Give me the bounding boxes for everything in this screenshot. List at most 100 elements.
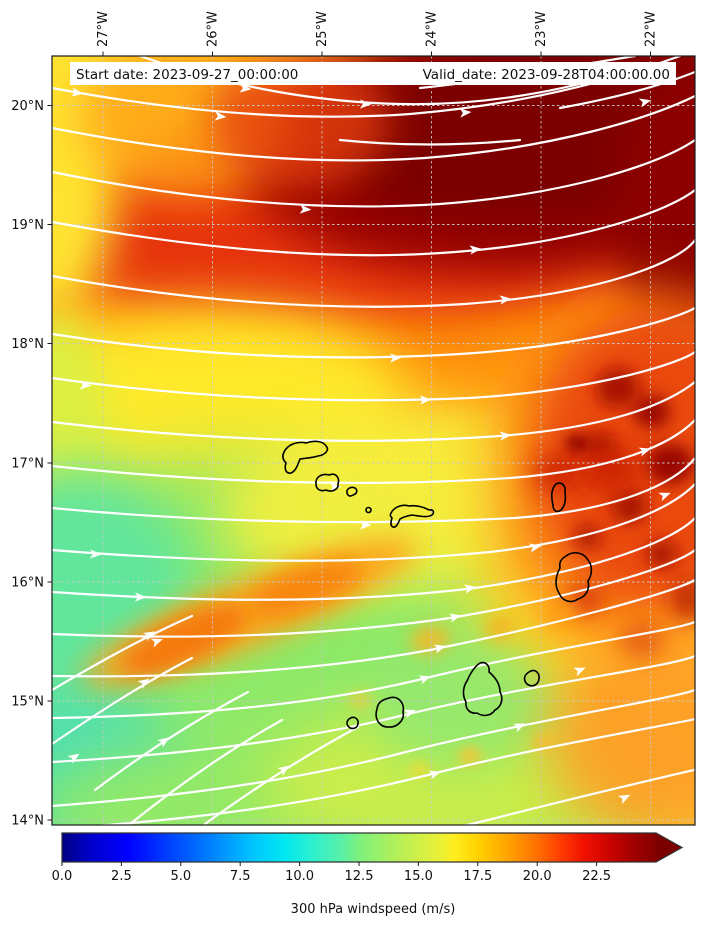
streamline: [558, 70, 695, 110]
streamline-arrowhead: [239, 83, 252, 93]
streamline-arrowhead: [214, 111, 227, 121]
field-blob: [542, 601, 578, 627]
streamline: [462, 768, 695, 825]
lat-tick-label: 20°N: [11, 99, 44, 114]
streamline-arrowhead: [403, 709, 416, 719]
streamline-arrowhead: [419, 395, 432, 405]
colorbar-tick-label: 2.5: [111, 869, 132, 884]
field-blob: [458, 747, 482, 765]
streamline-arrowhead: [150, 638, 163, 648]
axes-and-colorbar: 27°W 26°W 25°W 24°W 23°W 22°W 20°N 19°N 18°N 17°N…: [11, 11, 696, 884]
coastline-sao-vicente: [315, 473, 340, 492]
streamline: [52, 456, 695, 524]
field-blob: [365, 630, 555, 770]
field-blob: [248, 560, 362, 616]
streamline: [128, 718, 284, 825]
streamline-arrowhead: [658, 492, 671, 502]
streamline-arrowhead: [389, 353, 402, 363]
coastline-santa-luzia: [346, 486, 358, 497]
field-blob: [646, 540, 678, 568]
streamline-arrowhead: [529, 543, 542, 553]
field-blob: [548, 627, 695, 825]
field-blob: [348, 691, 372, 709]
streamline-arrowhead: [67, 753, 80, 764]
streamline-arrowhead: [638, 98, 652, 108]
lon-tick-label: 24°W: [425, 11, 440, 47]
lon-tick-label: 22°W: [644, 11, 659, 47]
plot-border: [51, 55, 696, 826]
streamline-arrowhead: [638, 447, 651, 457]
colorbar-tick-label: 5.0: [170, 869, 191, 884]
streamline: [52, 516, 695, 601]
streamline: [52, 614, 194, 692]
colorbar-tick-label: 15.0: [404, 869, 433, 884]
colorbar-extend-arrow: [656, 833, 682, 862]
lat-tick-label: 18°N: [11, 337, 44, 352]
streamline-arrowhead: [142, 631, 156, 642]
streamline-arrowhead: [499, 431, 512, 441]
field-blob: [410, 762, 430, 778]
lat-tick-label: 19°N: [11, 218, 44, 233]
field-blob: [565, 434, 589, 454]
colorbar-tick-label: 20.0: [523, 869, 552, 884]
field-blob: [221, 407, 559, 593]
colorbar: 0.0 2.5 5.0 7.5 10.0 12.5 15.0 17.5 20.0 22.5: [52, 832, 684, 884]
streamline: [52, 138, 695, 208]
streamline-arrows: [67, 83, 671, 805]
coastline-fogo: [375, 696, 405, 728]
streamline: [52, 482, 695, 562]
streamline-arrowhead: [418, 675, 431, 685]
title-band: Start date: 2023-09-27_00:00:00 Valid_da…: [70, 62, 676, 85]
colorbar-tick-label: 0.0: [52, 869, 73, 884]
lat-tick-label: 17°N: [11, 457, 44, 472]
streamline: [52, 94, 695, 162]
streamline-arrowhead: [573, 667, 586, 677]
streamline: [93, 718, 695, 825]
streamline: [52, 654, 695, 764]
coastline-sao-nicolau: [389, 504, 435, 528]
streamline: [52, 578, 695, 678]
field-blob: [574, 525, 602, 549]
field-blob: [646, 444, 694, 484]
streamline: [52, 656, 194, 746]
field-blob: [615, 60, 695, 360]
streamline-arrowhead: [464, 584, 477, 594]
field-blob: [620, 622, 664, 658]
streamline-arrowhead: [513, 723, 526, 733]
streamline-arrowhead: [617, 794, 631, 805]
streamline-arrowhead: [299, 204, 312, 214]
lon-tick-label: 26°W: [206, 11, 221, 47]
streamline: [338, 138, 522, 146]
lat-tick-label: 16°N: [11, 576, 44, 591]
colorbar-tick-label: 22.5: [582, 869, 611, 884]
streamline: [52, 306, 695, 359]
coastline-maio: [523, 669, 540, 687]
streamline-arrowhead: [499, 295, 512, 305]
streamline-arrowhead: [79, 380, 92, 390]
streamline-arrowhead: [428, 770, 441, 780]
streamline-arrowhead: [359, 99, 372, 109]
streamline: [52, 350, 695, 402]
start-date-label: Start date: 2023-09-27_00:00:00: [76, 67, 298, 83]
field-blob: [120, 604, 250, 676]
streamline: [52, 188, 695, 257]
streamline: [52, 380, 695, 442]
streamline: [203, 725, 360, 825]
lon-tick-label: 25°W: [315, 11, 330, 47]
colorbar-tick-label: 17.5: [463, 869, 492, 884]
streamline-arrowhead: [71, 87, 84, 97]
streamline-arrowhead: [277, 765, 290, 776]
streamline-arrowhead: [137, 678, 150, 689]
coastline-boa-vista: [555, 551, 593, 603]
streamline: [52, 688, 695, 808]
colorbar-outline: [61, 832, 684, 863]
streamline-arrowhead: [459, 108, 472, 118]
streamline-arrowhead: [330, 482, 342, 492]
coastline-santo-antao: [282, 440, 329, 474]
lon-tick-label: 27°W: [96, 11, 111, 47]
windspeed-field: [52, 56, 695, 825]
lat-tick-label: 14°N: [11, 814, 44, 829]
streamline-arrowhead: [157, 737, 170, 748]
valid-date-label: Valid_date: 2023-09-28T04:00:00.00: [423, 67, 670, 83]
